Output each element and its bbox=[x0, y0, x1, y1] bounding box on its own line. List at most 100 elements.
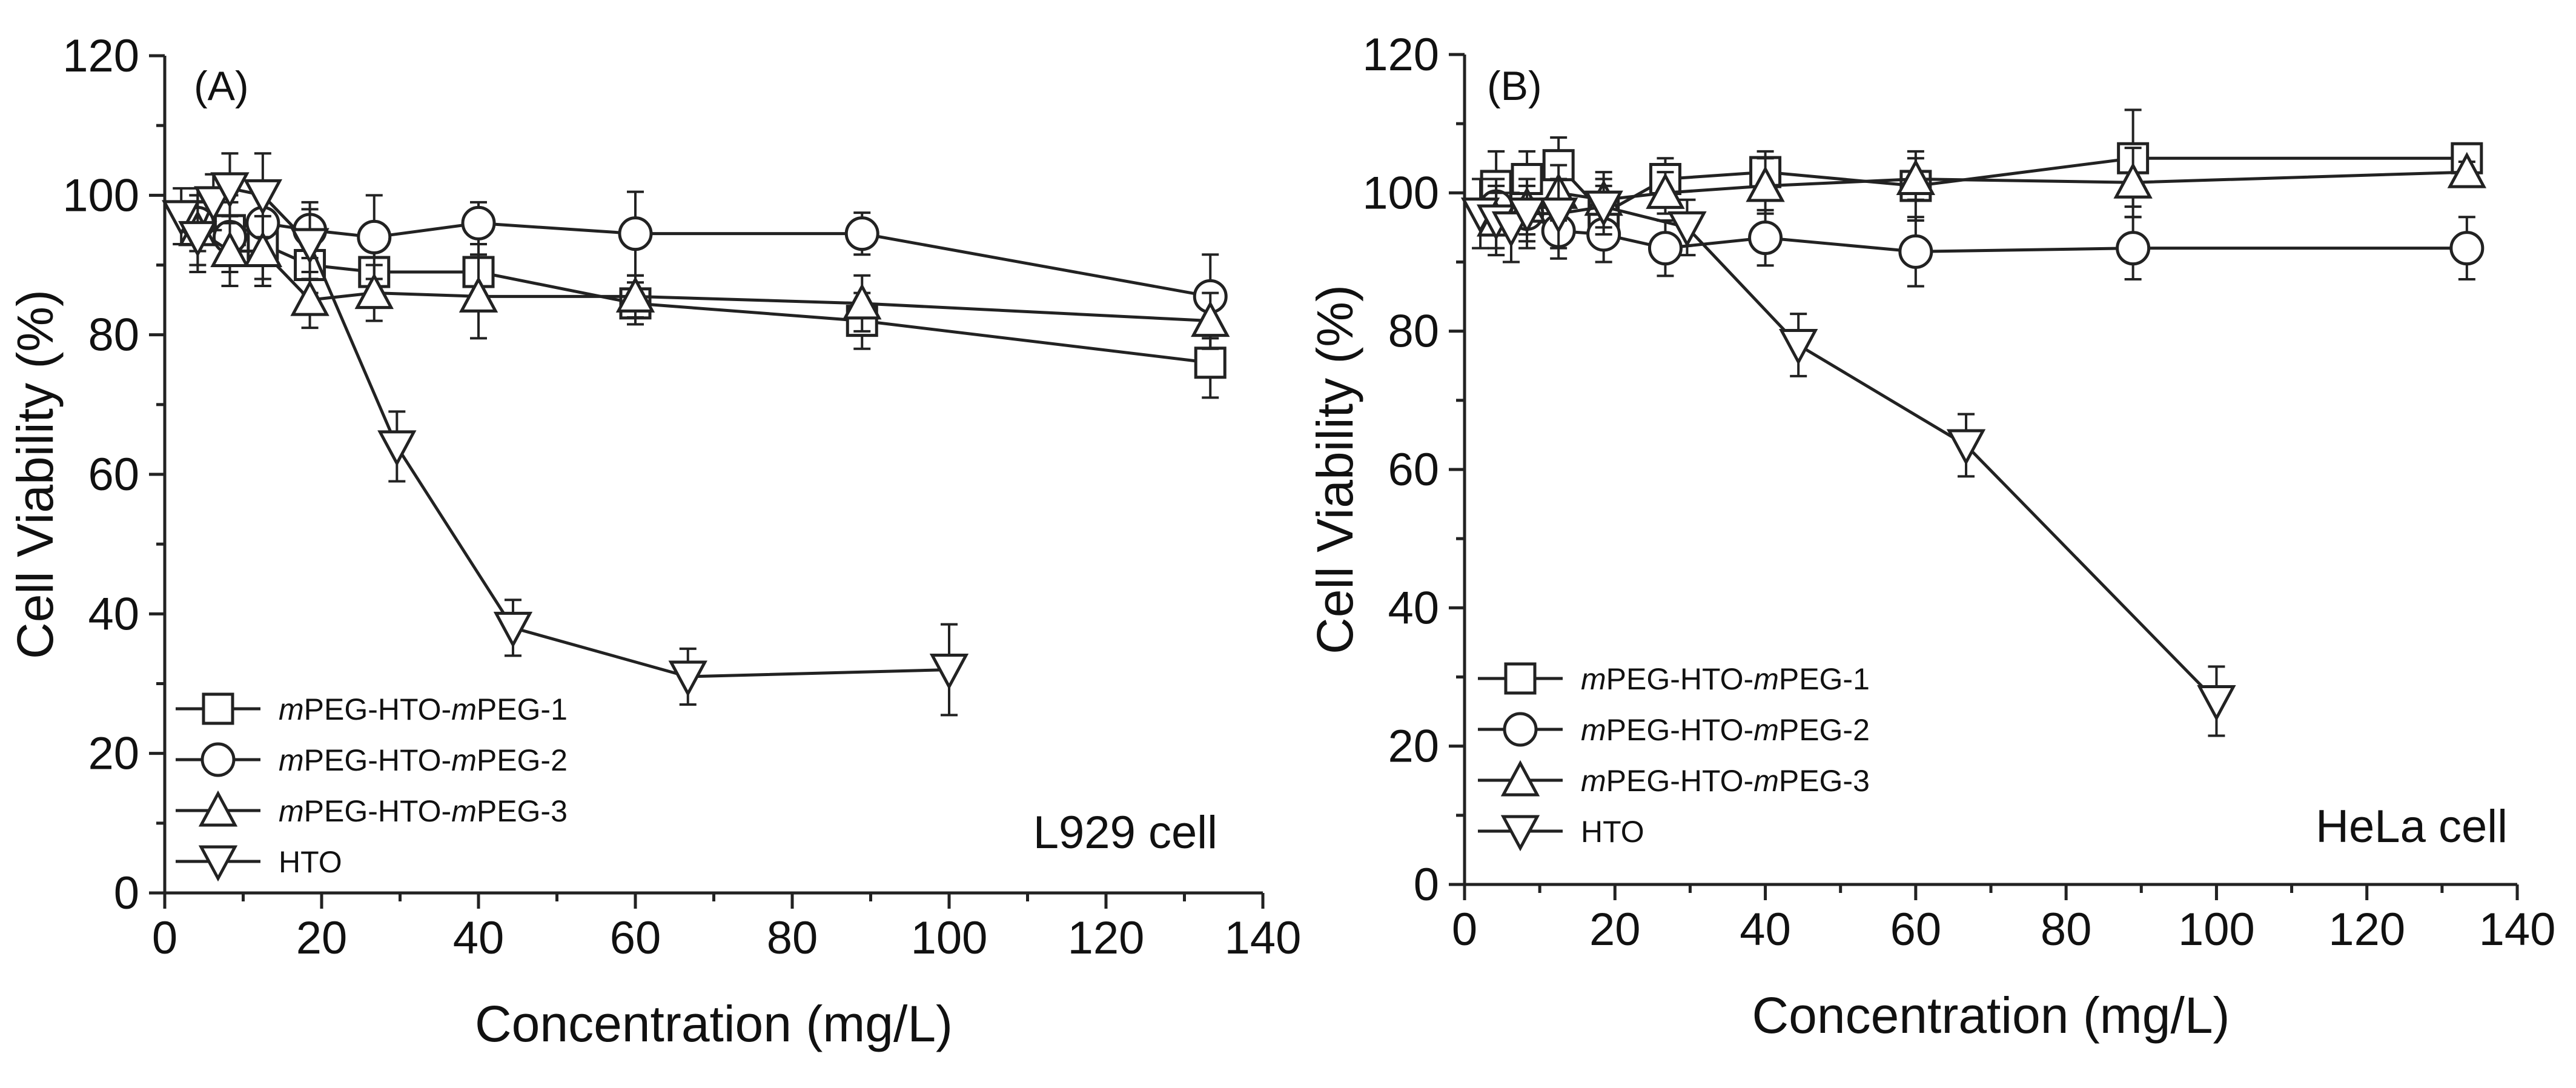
series-triangle-down bbox=[1460, 177, 2236, 737]
legend-label-part: HTO bbox=[279, 845, 342, 879]
series-line bbox=[197, 214, 1211, 365]
x-tick-label: 100 bbox=[911, 912, 988, 964]
legend-label: mPEG-HTO-mPEG-3 bbox=[279, 794, 568, 828]
cell-label: HeLa cell bbox=[2316, 801, 2508, 852]
data-point-circle bbox=[618, 216, 653, 251]
legend-label-part: HTO bbox=[1581, 815, 1644, 849]
data-point-circle bbox=[357, 219, 392, 254]
data-point-triangle-down bbox=[1507, 197, 1547, 234]
x-tick-label: 40 bbox=[453, 912, 505, 964]
legend-label-part: PEG-1 bbox=[1779, 662, 1870, 696]
legend-label-part: m bbox=[451, 743, 477, 777]
series-line bbox=[1495, 170, 2467, 222]
data-point-triangle-down bbox=[668, 660, 707, 697]
x-tick-label: 0 bbox=[1452, 904, 1477, 955]
y-tick-label: 80 bbox=[1388, 306, 1439, 357]
data-point-triangle-up bbox=[243, 231, 283, 267]
legend-marker-triangle-up bbox=[1500, 760, 1540, 797]
legend-label: mPEG-HTO-mPEG-2 bbox=[1581, 713, 1870, 747]
data-point-triangle-up bbox=[290, 279, 329, 316]
legend-label-part: m bbox=[279, 692, 304, 726]
x-tick-label: 120 bbox=[1068, 912, 1145, 964]
series-circle bbox=[1478, 177, 2485, 288]
data-point-triangle-up bbox=[1896, 159, 1936, 195]
x-tick-label: 20 bbox=[296, 912, 348, 964]
y-tick-label: 100 bbox=[1362, 167, 1439, 219]
legend-label-part: PEG-HTO- bbox=[304, 794, 452, 828]
x-tick-label: 0 bbox=[152, 912, 177, 964]
data-point-triangle-down bbox=[493, 611, 533, 648]
panel-label: (B) bbox=[1487, 63, 1542, 109]
x-tick-label: 60 bbox=[610, 912, 661, 964]
legend-label-part: m bbox=[279, 794, 304, 828]
legend-label-part: PEG-3 bbox=[477, 794, 568, 828]
series-square bbox=[181, 187, 1227, 399]
series-line bbox=[1480, 205, 2218, 703]
y-axis-title: Cell Viability (%) bbox=[7, 290, 64, 659]
y-tick-label: 100 bbox=[62, 170, 139, 221]
data-point-triangle-down bbox=[2197, 685, 2236, 721]
series-line bbox=[1495, 205, 2467, 253]
series-triangle-up bbox=[1476, 147, 2487, 250]
legend-label: mPEG-HTO-mPEG-1 bbox=[279, 692, 568, 726]
y-tick-label: 40 bbox=[88, 588, 139, 640]
y-tick-label: 80 bbox=[88, 310, 139, 361]
x-axis-title: Concentration (mg/L) bbox=[475, 995, 953, 1052]
data-point-circle bbox=[844, 216, 879, 251]
y-tick-label: 20 bbox=[1388, 721, 1439, 772]
data-point-circle bbox=[461, 205, 496, 240]
data-point-triangle-up bbox=[2447, 151, 2487, 188]
legend-label: mPEG-HTO-mPEG-1 bbox=[1581, 662, 1870, 696]
data-point-triangle-down bbox=[1491, 211, 1531, 248]
legend-label-part: PEG-1 bbox=[477, 692, 568, 726]
data-point-circle bbox=[2116, 231, 2151, 266]
data-point-triangle-up bbox=[354, 273, 394, 310]
y-tick-label: 60 bbox=[88, 449, 139, 500]
legend-label-part: PEG-HTO- bbox=[1606, 662, 1754, 696]
y-tick-label: 120 bbox=[62, 30, 139, 82]
data-point-square bbox=[1194, 347, 1227, 379]
x-tick-label: 140 bbox=[2479, 904, 2556, 955]
legend-label-part: m bbox=[451, 692, 477, 726]
legend-label-part: PEG-HTO- bbox=[1606, 764, 1754, 798]
data-point-triangle-up bbox=[1191, 300, 1230, 337]
data-point-triangle-down bbox=[162, 200, 201, 237]
data-point-triangle-down bbox=[1667, 211, 1707, 248]
x-tick-label: 100 bbox=[2178, 904, 2255, 955]
legend-label-part: m bbox=[451, 794, 477, 828]
legend-label-part: PEG-HTO- bbox=[304, 743, 452, 777]
data-point-triangle-up bbox=[210, 231, 250, 267]
legend-label: HTO bbox=[279, 845, 342, 879]
legend-marker-circle bbox=[1503, 712, 1538, 747]
legend-label-part: m bbox=[1753, 662, 1779, 696]
legend-marker-square bbox=[1504, 662, 1537, 695]
data-point-triangle-down bbox=[290, 228, 329, 265]
data-point-circle bbox=[1898, 234, 1933, 269]
data-point-circle bbox=[2449, 231, 2485, 266]
legend-label-part: m bbox=[1753, 764, 1779, 798]
legend: mPEG-HTO-mPEG-1mPEG-HTO-mPEG-2mPEG-HTO-m… bbox=[1478, 662, 1870, 852]
legend-label-part: m bbox=[1581, 713, 1606, 747]
data-point-triangle-down bbox=[243, 179, 283, 216]
legend-label: mPEG-HTO-mPEG-3 bbox=[1581, 764, 1870, 798]
y-tick-label: 60 bbox=[1388, 444, 1439, 496]
legend-label-part: m bbox=[279, 743, 304, 777]
data-point-circle bbox=[1647, 231, 1683, 266]
x-tick-label: 60 bbox=[1890, 904, 1942, 955]
data-point-triangle-down bbox=[1946, 429, 1986, 466]
x-axis-title: Concentration (mg/L) bbox=[1752, 987, 2230, 1044]
data-point-triangle-down bbox=[1584, 190, 1623, 227]
data-point-triangle-up bbox=[459, 276, 498, 313]
series-line bbox=[1495, 156, 2467, 216]
legend: mPEG-HTO-mPEG-1mPEG-HTO-mPEG-2mPEG-HTO-m… bbox=[176, 692, 568, 882]
legend-label-part: PEG-HTO- bbox=[1606, 713, 1754, 747]
legend-label: HTO bbox=[1581, 815, 1644, 849]
legend-label: mPEG-HTO-mPEG-2 bbox=[279, 743, 568, 777]
data-point-triangle-up bbox=[843, 283, 882, 320]
data-point-triangle-down bbox=[1779, 329, 1818, 365]
data-point-triangle-up bbox=[2113, 162, 2153, 199]
data-point-circle bbox=[1748, 221, 1783, 256]
x-tick-label: 120 bbox=[2328, 904, 2405, 955]
data-point-triangle-up bbox=[1746, 165, 1785, 202]
